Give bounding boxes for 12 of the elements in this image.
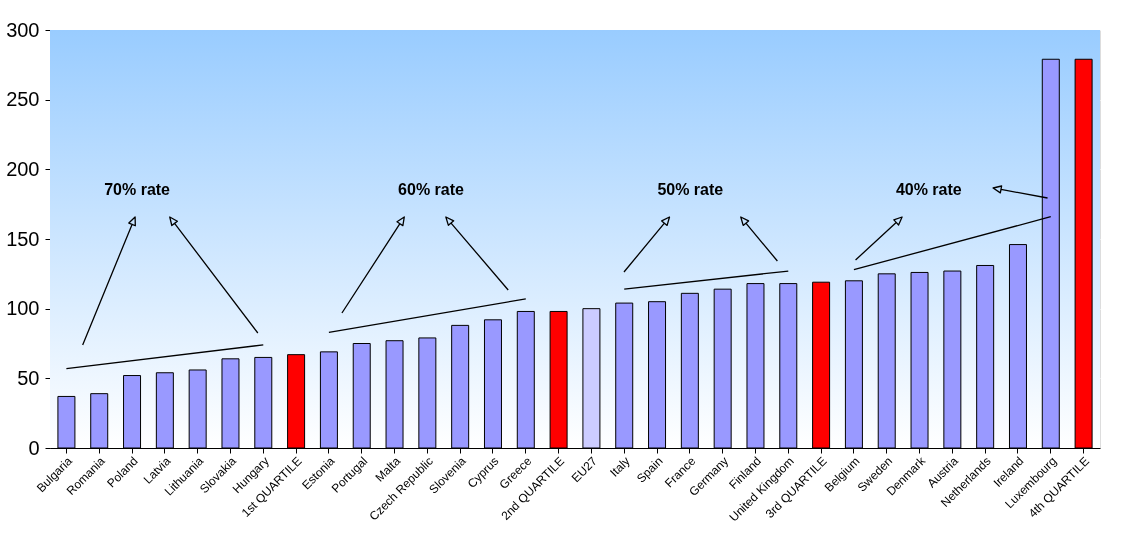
y-tick-label: 0	[28, 436, 40, 459]
y-tick-label: 200	[6, 157, 40, 180]
annotation: 70% rate	[104, 181, 171, 198]
y-tick-label: 300	[6, 18, 40, 41]
y-tick-label: 150	[6, 227, 40, 250]
y-tick-label: 100	[6, 297, 40, 320]
annotation: 40% rate	[895, 181, 962, 198]
x-tick-label: Italy	[607, 454, 633, 480]
y-tick-label: 250	[6, 88, 40, 111]
y-tick-label: 50	[17, 366, 40, 389]
annotation: 50% rate	[657, 181, 724, 198]
annotation: 60% rate	[398, 181, 465, 198]
